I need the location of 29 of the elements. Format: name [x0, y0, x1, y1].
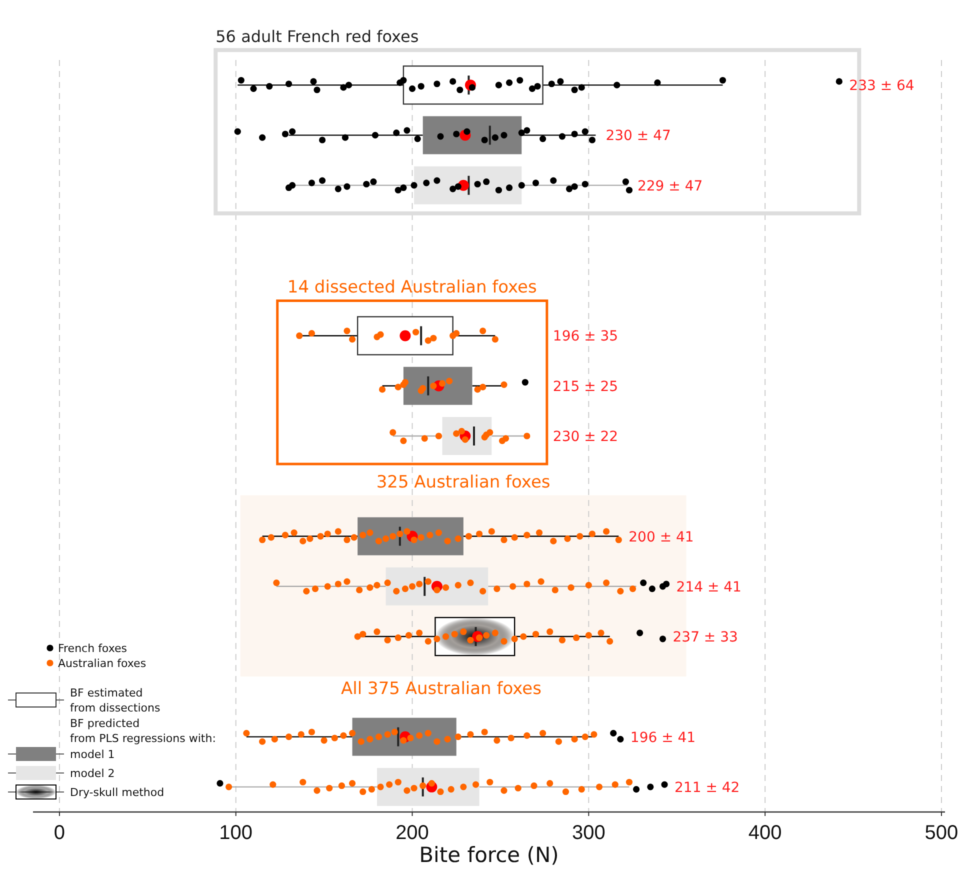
x-tick-label: 500: [924, 822, 958, 844]
text: 196 ± 41: [630, 730, 696, 746]
text: 56 adult French red foxes: [216, 27, 419, 46]
x-tick-label: 400: [748, 822, 782, 844]
text: 230 ± 22: [552, 429, 618, 445]
legend-label: French foxes: [58, 642, 128, 655]
text: 233 ± 64: [849, 78, 914, 94]
legend-label: Dry-skull method: [70, 786, 164, 799]
text: 196 ± 35: [552, 328, 618, 345]
legend-label: model 1: [70, 748, 115, 761]
annotation: 325 Australian foxes: [376, 472, 550, 492]
legend-label: Australian foxes: [58, 657, 146, 670]
text: 211 ± 42: [674, 780, 740, 796]
annotation: All 375 Australian foxes: [341, 678, 542, 699]
text: 229 ± 47: [637, 178, 703, 194]
legend-label: model 2: [70, 767, 115, 780]
annotation: 14 dissected Australian foxes: [287, 278, 538, 298]
x-tick-label: 200: [396, 822, 429, 844]
x-axis-title: Bite force (N): [419, 843, 559, 867]
text: 237 ± 33: [672, 630, 738, 646]
legend-label: BF estimated from dissections: [70, 686, 160, 714]
x-tick-label: 100: [219, 822, 253, 844]
text: 215 ± 25: [552, 378, 618, 395]
text: 230 ± 47: [606, 128, 671, 144]
text: 200 ± 41: [628, 529, 694, 546]
annotation: BF predicted from PLS regressions with:: [70, 717, 216, 745]
x-tick-label: 0: [54, 822, 66, 844]
text: 214 ± 41: [676, 579, 742, 596]
x-tick-label: 300: [572, 822, 606, 844]
